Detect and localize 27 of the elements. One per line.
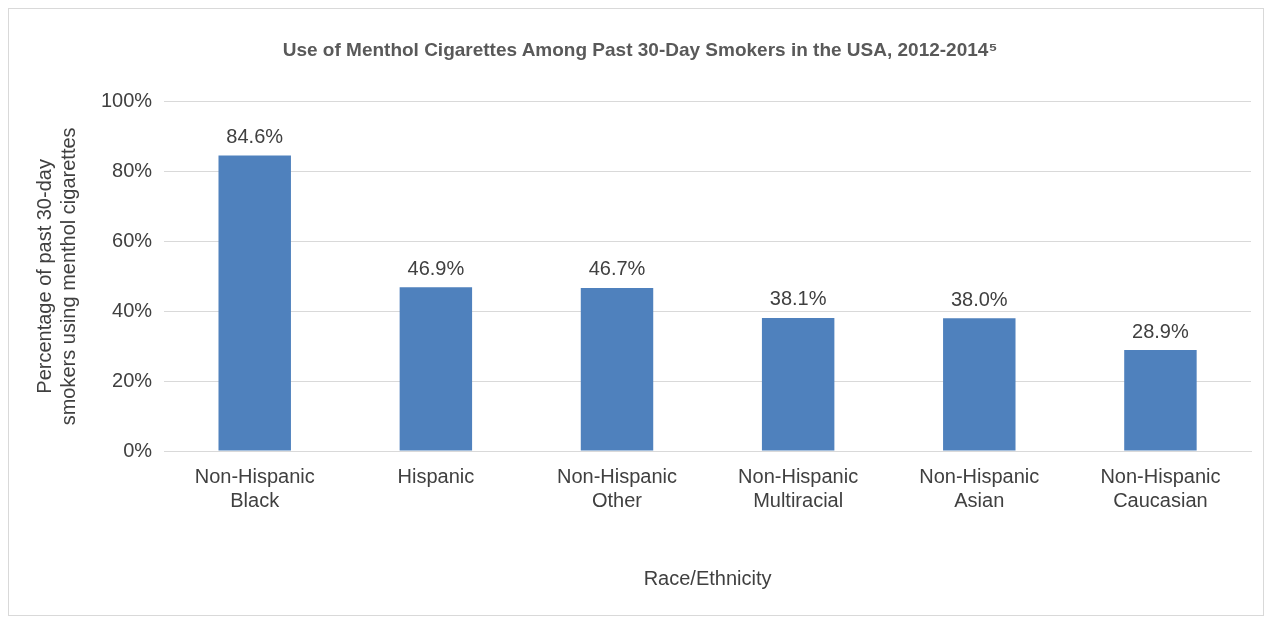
x-tick-label: Hispanic [397, 464, 475, 487]
x-tick-label: Non-Hispanic Black [194, 464, 315, 511]
data-label: 46.7% [588, 257, 646, 280]
y-tick-label: 40% [112, 298, 153, 321]
y-tick-label: 0% [123, 438, 153, 461]
y-tick-label: 100% [101, 89, 153, 112]
data-label: 38.0% [950, 287, 1008, 310]
x-tick-label: Non-Hispanic Asian [919, 464, 1040, 511]
data-label: 46.9% [407, 256, 465, 279]
data-label: 38.1% [769, 287, 827, 310]
data-label: 84.6% [226, 125, 284, 148]
y-tick-label: 20% [112, 368, 153, 391]
x-tick-label: Non-Hispanic Other [556, 464, 678, 511]
bar [218, 155, 291, 451]
y-tick-label: 60% [112, 229, 153, 251]
x-axis-title: Race/Ethnicity [643, 566, 772, 589]
bar [399, 287, 473, 451]
y-axis-title: Percentage of past 30-day smokers using menthol cigarettes [32, 127, 79, 426]
bar [580, 287, 654, 451]
bar [943, 318, 1016, 451]
x-tick-label: Non-Hispanic Multiracial [738, 464, 859, 511]
chart-title: Use of Menthol Cigarettes Among Past 30-Day Smokers in the USA, 2012-2014⁵ [282, 38, 998, 60]
bar [1124, 350, 1197, 451]
x-tick-label: Non-Hispanic Caucasian [1100, 464, 1221, 511]
data-label: 28.9% [1132, 319, 1189, 342]
bar [761, 317, 835, 451]
y-tick-label: 80% [112, 159, 153, 182]
